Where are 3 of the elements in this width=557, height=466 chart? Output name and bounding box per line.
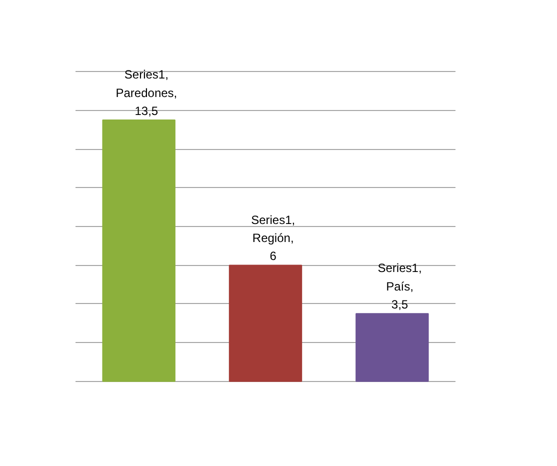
data-label: Series1, Paredones, 13,5: [116, 68, 178, 118]
data-label: Series1, Región, 6: [251, 212, 296, 264]
data-label: Series1, País, 3,5: [378, 261, 422, 312]
